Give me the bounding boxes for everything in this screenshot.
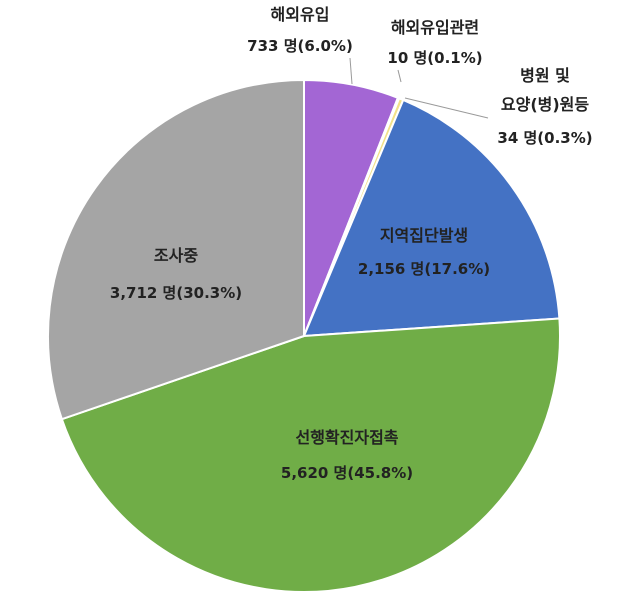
label-name-hospital-line1: 병원 및: [520, 66, 570, 85]
slice-local-cluster: [302, 98, 561, 338]
leader-lines: [349, 57, 489, 119]
slice-prior-contact: [60, 317, 561, 593]
label-value-investigating: 3,712 명(30.3%): [110, 284, 242, 302]
label-name-prior-contact: 선행확진자접촉: [295, 428, 398, 447]
label-value-local-cluster: 2,156 명(17.6%): [358, 260, 490, 278]
label-name-hospital-line2: 요양(병)원등: [501, 95, 590, 114]
label-name-overseas: 해외유입: [271, 5, 330, 24]
label-value-prior-contact: 5,620 명(45.8%): [281, 464, 413, 482]
label-name-investigating: 조사중: [154, 246, 198, 265]
label-name-local-cluster: 지역집단발생: [380, 226, 468, 245]
leader-overseas: [349, 57, 353, 85]
leader-hospital: [404, 97, 489, 119]
pie-slices: [47, 78, 561, 593]
label-name-overseas-related: 해외유입관련: [391, 18, 479, 37]
slice-investigating: [47, 78, 305, 421]
label-value-overseas: 733 명(6.0%): [247, 37, 353, 55]
label-value-hospital: 34 명(0.3%): [497, 129, 592, 147]
label-value-overseas-related: 10 명(0.1%): [387, 49, 482, 67]
leader-overseas-related: [397, 69, 402, 83]
